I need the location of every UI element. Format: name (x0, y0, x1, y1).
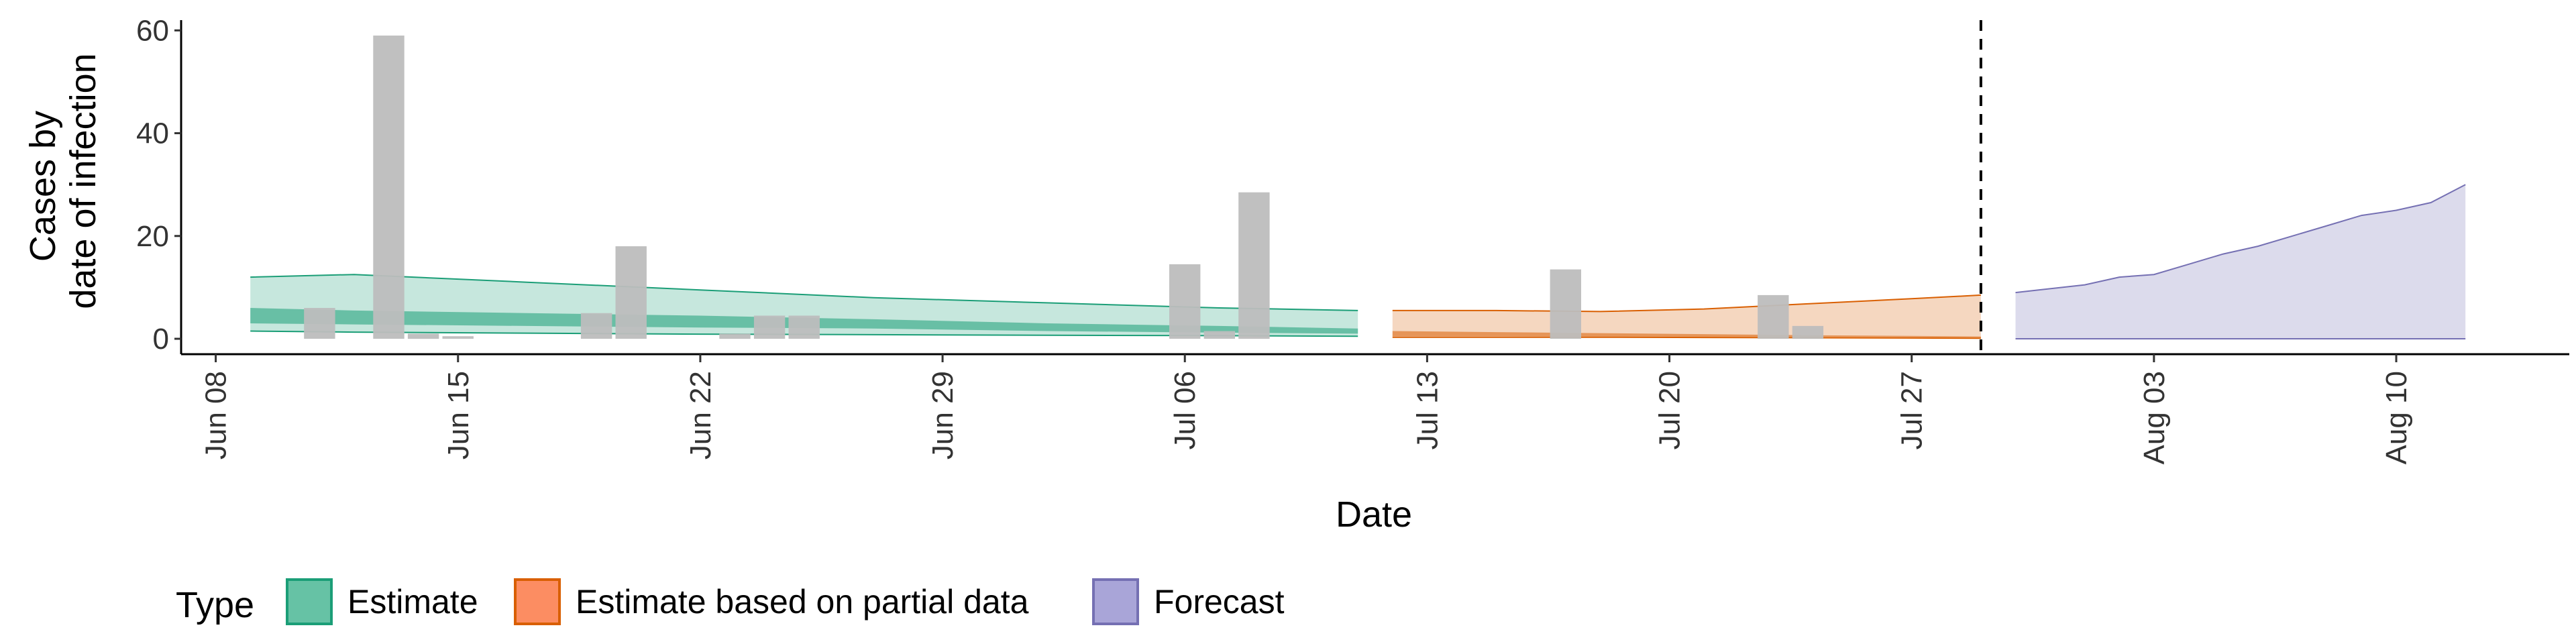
legend-item-estimate-based-on-partial-data: Estimate based on partial data (514, 578, 1029, 625)
x-tick-label: Jul 13 (1411, 371, 1444, 449)
x-tick-label: Aug 03 (2138, 371, 2171, 464)
bar-reported-cases (1203, 331, 1235, 339)
bar-reported-cases (304, 308, 335, 339)
x-tick-label: Jun 22 (684, 371, 717, 460)
series-forecast-outer-band (2015, 184, 2466, 339)
x-axis-title: Date (1336, 494, 1412, 535)
legend-key-forecast (1092, 578, 1139, 625)
bar-reported-cases (719, 333, 751, 339)
x-tick-label: Jun 15 (442, 371, 475, 460)
bar-reported-cases (1169, 264, 1201, 339)
plot-area (250, 184, 2466, 339)
series-estimate-based-on-partial-data (1392, 294, 1981, 339)
bar-reported-cases (1550, 269, 1581, 339)
bar-reported-cases (788, 315, 820, 339)
bar-reported-cases (1758, 294, 1789, 339)
x-tick-label: Aug 10 (2380, 371, 2413, 464)
series-estimate-based-on-partial-data-outer-band (1392, 294, 1981, 339)
x-tick-label: Jul 06 (1169, 371, 1201, 449)
legend-key-estimate (286, 578, 333, 625)
x-tick-label: Jun 08 (200, 371, 233, 460)
series-estimate-based-on-partial-data-inner-band (1392, 331, 1981, 338)
x-tick-label: Jun 29 (926, 371, 959, 460)
axes: 0 20 40 60 Jun 08 Jun 15 Jun 22 Jun 29 Jul 06 Jul… (136, 14, 2569, 464)
bar-reported-cases (407, 333, 439, 339)
series-forecast-upper-line (2015, 184, 2466, 294)
y-tick-label: 0 (153, 323, 169, 356)
y-axis-title-line-1: Cases by (23, 111, 63, 262)
bar-reported-cases (580, 313, 612, 339)
x-tick-label: Jul 20 (1654, 371, 1686, 449)
x-tick-label: Jul 27 (1896, 371, 1929, 449)
legend-item-estimate: Estimate (286, 578, 478, 625)
bar-reported-cases (442, 336, 474, 339)
legend-item-forecast: Forecast (1092, 578, 1285, 625)
bar-reported-cases (1238, 192, 1270, 339)
bar-reported-cases (615, 246, 647, 339)
y-axis-title-line-2: date of infection (63, 53, 103, 309)
legend-key-estimate-based-on-partial-data (514, 578, 561, 625)
legend-items: Estimate Estimate based on partial data Fo… (286, 578, 1285, 625)
y-tick-label: 40 (136, 117, 169, 150)
series-estimate-based-on-partial-data-upper-line (1392, 294, 1981, 313)
legend-label-estimate: Estimate (347, 583, 478, 621)
legend-title: Type (176, 585, 254, 625)
y-tick-label: 20 (136, 220, 169, 253)
y-axis-title: Cases by date of infection (23, 53, 103, 309)
legend-label-forecast: Forecast (1154, 583, 1285, 621)
series-estimate-based-on-partial-data-lower-line (1392, 336, 1981, 339)
reported-cases-bars (304, 36, 1824, 339)
legend-label-estimate-based-on-partial-data: Estimate based on partial data (576, 583, 1029, 621)
bar-reported-cases (1792, 325, 1824, 339)
bar-reported-cases (753, 315, 786, 339)
bar-reported-cases (373, 36, 405, 339)
y-tick-label: 60 (136, 14, 169, 47)
series-forecast (2015, 184, 2466, 339)
legend: Type Estimate Estimate based on partial d… (176, 578, 1285, 625)
